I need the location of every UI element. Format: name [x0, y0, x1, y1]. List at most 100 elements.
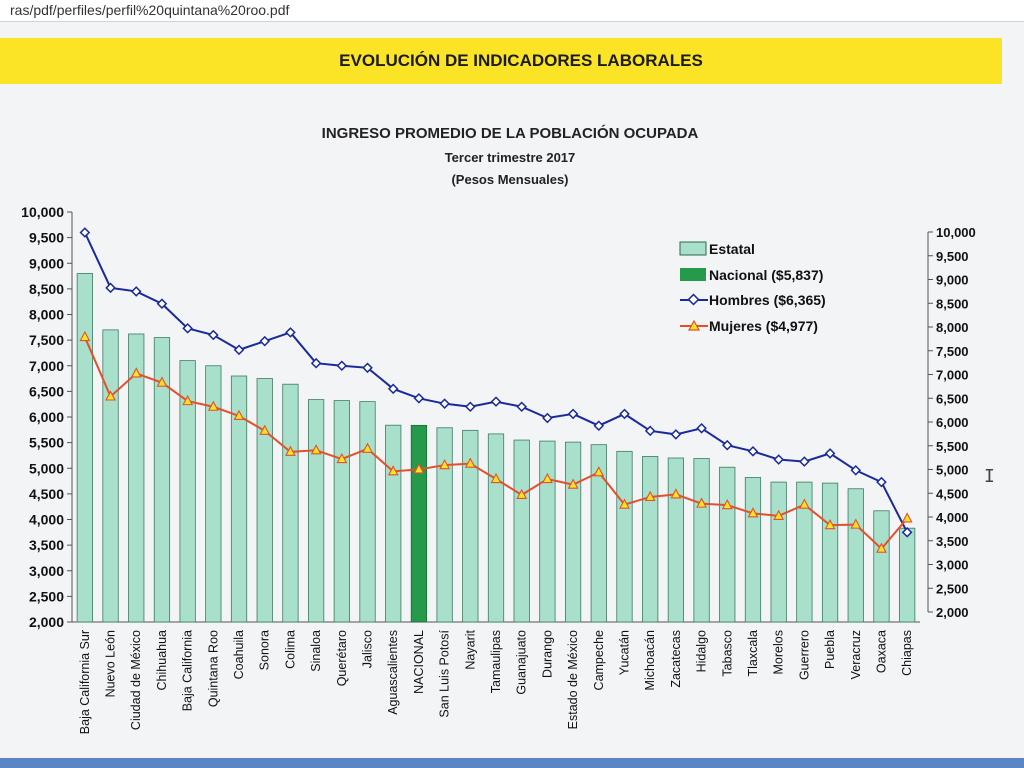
- point-hombres-9: [285, 327, 296, 338]
- legend-swatch-nacional: [680, 268, 706, 281]
- y-axis-left: 2,000 2,500 3,000 3,500 4,000 4,500 5,000 5,500…: [21, 204, 920, 630]
- category-label: Veracruz: [849, 630, 863, 679]
- point-mujeres-14: [413, 463, 425, 474]
- bar-23: [642, 456, 659, 623]
- bar-5: [179, 360, 196, 623]
- point-mujeres-20: [567, 478, 579, 489]
- bar-21: [590, 444, 607, 623]
- bar-33: [899, 527, 916, 623]
- bar-11: [333, 400, 350, 623]
- point-hombres-33: [901, 527, 913, 538]
- legend-marker-mujeres: [687, 319, 701, 331]
- category-label: Zacatecas: [669, 630, 683, 688]
- category-label: Michoacán: [643, 630, 657, 690]
- point-hombres-27: [747, 446, 759, 457]
- bar-32: [873, 510, 890, 623]
- point-mujeres-29: [798, 498, 810, 509]
- point-hombres-7: [233, 344, 245, 356]
- point-hombres-8: [259, 335, 271, 347]
- bar-6: [205, 365, 222, 623]
- point-mujeres-3: [130, 367, 142, 378]
- line-hombres: [79, 227, 913, 538]
- legend-label-hombres: Hombres ($6,365): [709, 292, 826, 308]
- bar-2: [102, 329, 119, 623]
- point-hombres-20: [567, 408, 579, 420]
- bar-27: [744, 477, 762, 623]
- y-tick-label: 4,000: [29, 512, 64, 528]
- legend: Estatal Nacional ($5,837) Hombres ($6,36…: [679, 241, 826, 334]
- point-mujeres-28: [773, 509, 785, 520]
- bar-29: [796, 481, 813, 623]
- point-hombres-22: [619, 408, 630, 420]
- point-hombres-15: [439, 398, 450, 409]
- bar-9: [282, 383, 299, 623]
- category-label: Hidalgo: [695, 630, 709, 672]
- point-mujeres-22: [619, 498, 630, 509]
- point-mujeres-4: [156, 376, 168, 387]
- point-mujeres-30: [824, 518, 836, 530]
- point-hombres-30: [824, 448, 836, 459]
- category-label: Quintana Roo: [206, 630, 220, 707]
- category-label: Coahuila: [232, 630, 246, 679]
- bar-16: [462, 429, 479, 623]
- point-mujeres-18: [516, 488, 528, 499]
- y-tick-label: 3,000: [29, 563, 64, 579]
- bar-12: [359, 401, 376, 623]
- bar-13: [385, 424, 402, 623]
- bar-19: [539, 440, 556, 623]
- category-label: Nayarit: [463, 629, 477, 669]
- bar-31: [847, 488, 864, 623]
- browser-url-bar[interactable]: ras/pdf/perfiles/perfil%20quintana%20roo…: [0, 0, 1024, 22]
- point-hombres-13: [387, 383, 399, 395]
- point-hombres-24: [670, 429, 682, 440]
- category-label: Morelos: [772, 630, 786, 674]
- category-label: NACIONAL: [412, 630, 426, 694]
- point-mujeres-7: [233, 409, 245, 421]
- point-hombres-12: [362, 362, 373, 374]
- category-label: Baja California Sur: [78, 630, 92, 734]
- y2-tick-label: 2,500: [936, 581, 969, 596]
- point-mujeres-17: [490, 472, 502, 484]
- point-hombres-14: [413, 392, 425, 404]
- point-hombres-23: [644, 425, 656, 437]
- text-cursor-icon: I: [984, 466, 995, 487]
- category-label: Estado de México: [566, 630, 580, 729]
- y2-tick-label: 5,000: [936, 463, 969, 478]
- point-hombres-1: [79, 227, 91, 238]
- legend-label-estatal: Estatal: [709, 241, 755, 257]
- category-label: Sonora: [258, 630, 272, 670]
- y2-tick-label: 7,000: [936, 368, 969, 383]
- point-mujeres-19: [541, 472, 553, 484]
- point-hombres-11: [336, 360, 348, 372]
- y-tick-label: 9,500: [29, 230, 64, 246]
- category-label: Tamaulipas: [489, 630, 503, 693]
- y2-tick-label: 4,000: [936, 510, 969, 525]
- category-label: Guerrero: [797, 630, 811, 680]
- category-label: Campeche: [592, 630, 606, 690]
- y-tick-label: 8,000: [29, 307, 64, 323]
- point-mujeres-1: [79, 330, 91, 342]
- bar-4: [153, 337, 171, 623]
- point-hombres-21: [593, 420, 605, 432]
- point-hombres-31: [850, 464, 862, 476]
- point-mujeres-6: [207, 400, 219, 411]
- category-label: San Luis Potosí: [438, 629, 452, 717]
- point-mujeres-8: [259, 424, 271, 435]
- y2-tick-label: 6,500: [936, 391, 969, 406]
- y2-tick-label: 2,000: [936, 605, 969, 620]
- y2-tick-label: 8,500: [936, 296, 969, 311]
- category-label: Guanajuato: [515, 630, 529, 695]
- taskbar: [0, 758, 1024, 768]
- bar-17: [487, 433, 505, 623]
- point-mujeres-23: [644, 490, 656, 502]
- point-mujeres-24: [670, 488, 682, 499]
- bar-30: [821, 482, 839, 623]
- point-mujeres-16: [464, 457, 476, 468]
- point-mujeres-10: [310, 444, 322, 455]
- point-hombres-5: [182, 323, 193, 334]
- point-mujeres-9: [285, 445, 296, 456]
- point-mujeres-25: [696, 497, 707, 508]
- bar-8: [256, 378, 273, 623]
- legend-swatch-estatal: [679, 241, 707, 256]
- category-label: Colima: [283, 630, 297, 669]
